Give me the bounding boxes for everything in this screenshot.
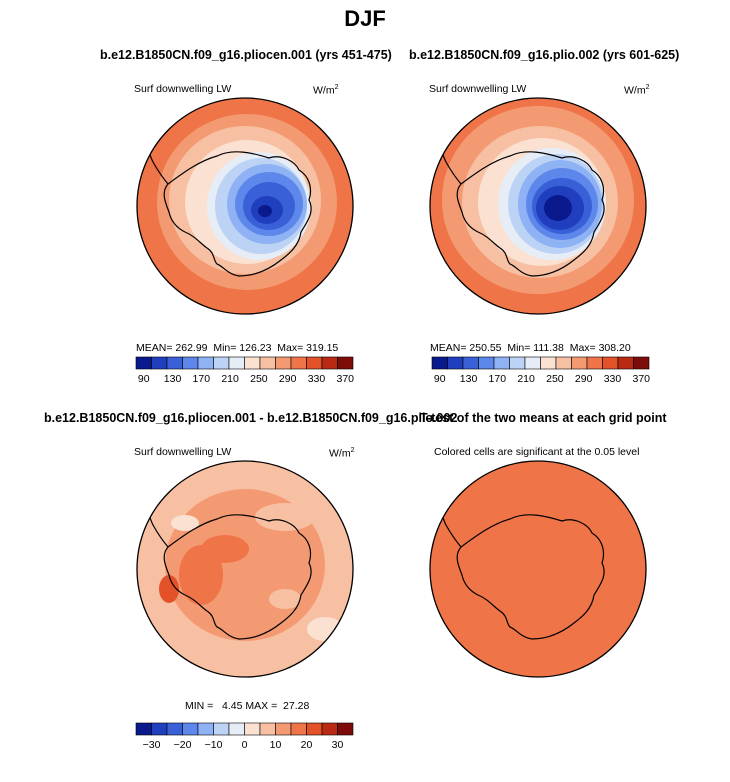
panel1-units: W/m2: [313, 84, 339, 97]
colorbar-tick-label: 90: [434, 373, 446, 385]
colorbar-tick-label: 330: [604, 373, 622, 385]
colorbar-swatch: [228, 356, 245, 370]
colorbar-swatch: [337, 356, 354, 370]
colorbar-swatch: [244, 722, 261, 736]
colorbar-swatch: [244, 356, 261, 370]
colorbar-swatch: [524, 356, 541, 370]
colorbar-panel3: −30 −20 −10 0 10 20 30: [135, 722, 354, 751]
colorbar-tick-label: 290: [279, 373, 297, 385]
colorbar-swatch: [228, 722, 245, 736]
colorbar-swatch: [197, 722, 214, 736]
colorbar-tick-label: 0: [242, 739, 248, 751]
ttest-fill: [430, 461, 646, 677]
colorbar-swatch: [540, 356, 557, 370]
colorbar-tick-label: 250: [546, 373, 564, 385]
panel2-map: [429, 97, 647, 315]
colorbar-swatch: [213, 356, 230, 370]
colorbar-swatch: [166, 722, 183, 736]
colorbar-tick-label: 130: [460, 373, 478, 385]
colorbar-swatch: [306, 722, 323, 736]
panel4-subtitle: Colored cells are significant at the 0.0…: [434, 446, 640, 458]
colorbar-panel2: 90 130 170 210 250 290 330 370: [431, 356, 650, 385]
colorbar-tick-label: 370: [632, 373, 650, 385]
colorbar-swatch: [478, 356, 495, 370]
colorbar-swatch: [447, 356, 464, 370]
colorbar-tick-label: 290: [575, 373, 593, 385]
panel1-subtitle: Surf downwelling LW: [134, 83, 232, 95]
colorbar-swatch: [290, 722, 307, 736]
colorbar-swatch: [275, 722, 292, 736]
colorbar-swatch: [586, 356, 603, 370]
colorbar-swatch: [321, 722, 338, 736]
colorbar-tick-label: 10: [270, 739, 282, 751]
colorbar-tick-label: 90: [138, 373, 150, 385]
panel2-subtitle: Surf downwelling LW: [429, 83, 527, 95]
colorbar-swatch: [197, 356, 214, 370]
colorbar-tick-label: 330: [308, 373, 326, 385]
colorbar-swatch: [493, 356, 510, 370]
colorbar-swatch: [571, 356, 588, 370]
panel4-map: [429, 460, 647, 678]
figure-title: DJF: [344, 6, 386, 31]
colorbar-swatch: [290, 356, 307, 370]
colorbar-swatch: [182, 722, 199, 736]
colorbar-panel1: 90 130 170 210 250 290 330 370: [135, 356, 354, 385]
colorbar-swatch: [166, 356, 183, 370]
panel2-units: W/m2: [624, 84, 650, 97]
panel1-stats: MEAN= 262.99 Min= 126.23 Max= 319.15: [136, 342, 339, 354]
colorbar-swatch: [617, 356, 634, 370]
colorbar-tick-label: −10: [205, 739, 223, 751]
panel2-stats: MEAN= 250.55 Min= 111.38 Max= 308.20: [430, 342, 631, 354]
colorbar-swatch: [306, 356, 323, 370]
colorbar-swatch: [182, 356, 199, 370]
colorbar-swatch: [151, 722, 168, 736]
colorbar-swatch: [602, 356, 619, 370]
colorbar-tick-label: 170: [193, 373, 211, 385]
colorbar-swatch: [321, 356, 338, 370]
panel3-subtitle: Surf downwelling LW: [134, 446, 232, 458]
colorbar-swatch: [509, 356, 526, 370]
panel3-stats: MIN = 4.45 MAX = 27.28: [185, 700, 310, 712]
colorbar-tick-label: −20: [174, 739, 192, 751]
colorbar-tick-label: 30: [332, 739, 344, 751]
colorbar-tick-label: 130: [164, 373, 182, 385]
panel3-title: b.e12.B1850CN.f09_g16.pliocen.001 - b.e1…: [44, 411, 458, 425]
colorbar-tick-label: −30: [143, 739, 161, 751]
panel3-map: [136, 460, 354, 678]
panel1-title: b.e12.B1850CN.f09_g16.pliocen.001 (yrs 4…: [100, 48, 392, 62]
colorbar-tick-label: 370: [336, 373, 354, 385]
colorbar-swatch: [275, 356, 292, 370]
colorbar-swatch: [555, 356, 572, 370]
colorbar-swatch: [135, 722, 152, 736]
colorbar-swatch: [337, 722, 354, 736]
colorbar-swatch: [633, 356, 650, 370]
panel1-map: [136, 97, 354, 315]
colorbar-tick-label: 20: [301, 739, 313, 751]
colorbar-swatch: [259, 722, 276, 736]
colorbar-swatch: [259, 356, 276, 370]
colorbar-tick-label: 210: [221, 373, 239, 385]
colorbar-tick-label: 210: [517, 373, 535, 385]
colorbar-tick-label: 170: [489, 373, 507, 385]
colorbar-swatch: [431, 356, 448, 370]
colorbar-swatch: [213, 722, 230, 736]
colorbar-swatch: [151, 356, 168, 370]
panel3-units: W/m2: [329, 447, 355, 460]
panel4-title: T-test of the two means at each grid poi…: [420, 411, 667, 425]
panel2-title: b.e12.B1850CN.f09_g16.plio.002 (yrs 601-…: [409, 48, 680, 62]
colorbar-tick-label: 250: [250, 373, 268, 385]
colorbar-swatch: [462, 356, 479, 370]
colorbar-swatch: [135, 356, 152, 370]
